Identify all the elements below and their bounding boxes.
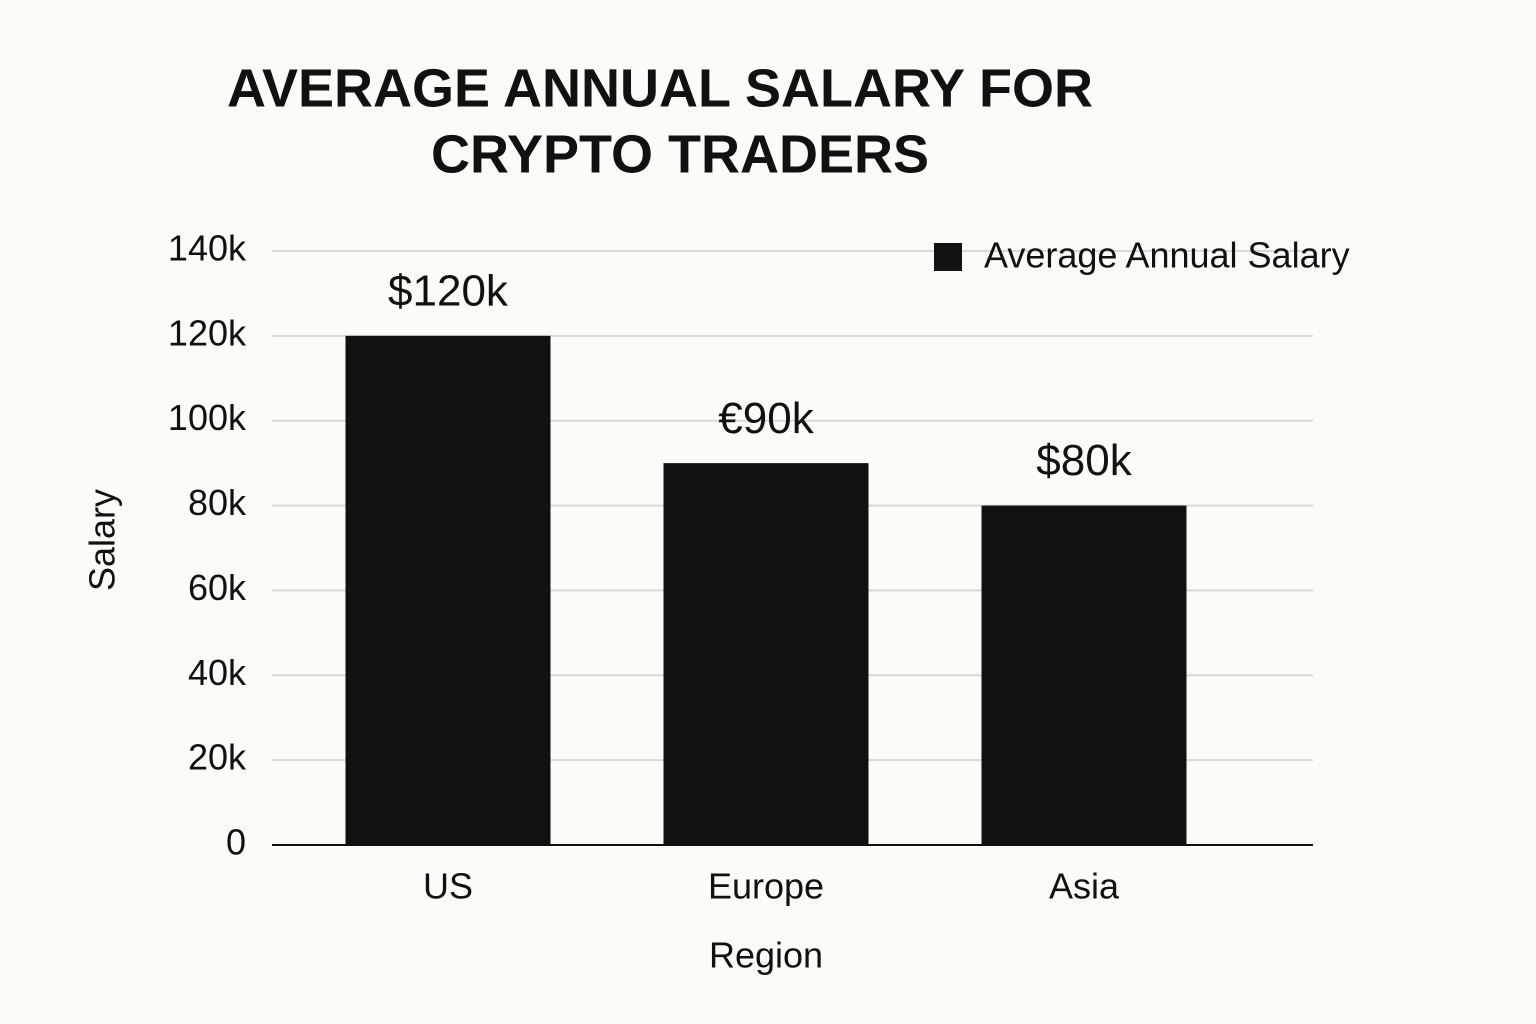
chart-title: AVERAGE ANNUAL SALARY FOR: [227, 58, 1093, 118]
value-label: $80k: [1036, 436, 1132, 485]
y-tick-label: 120k: [168, 312, 247, 353]
y-tick-label: 100k: [168, 397, 247, 438]
y-tick-label: 80k: [188, 482, 247, 523]
value-label: $120k: [388, 266, 509, 315]
y-tick-label: 40k: [188, 652, 247, 693]
x-axis-label: Region: [709, 935, 823, 976]
value-label: €90k: [718, 394, 814, 443]
y-tick-label: 0: [226, 822, 246, 863]
bar: [981, 505, 1187, 845]
x-tick-label: Europe: [708, 866, 824, 907]
x-tick-label: Asia: [1049, 866, 1120, 907]
y-tick-label: 60k: [188, 567, 247, 608]
y-tick-label: 20k: [188, 737, 247, 778]
chart-title: CRYPTO TRADERS: [431, 124, 929, 184]
y-tick-label: 140k: [168, 228, 247, 269]
y-axis-label: Salary: [82, 489, 123, 591]
legend-label: Average Annual Salary: [984, 235, 1350, 276]
bar: [663, 463, 869, 845]
legend-swatch: [934, 243, 962, 271]
x-tick-label: US: [423, 866, 473, 907]
bar: [345, 335, 551, 845]
